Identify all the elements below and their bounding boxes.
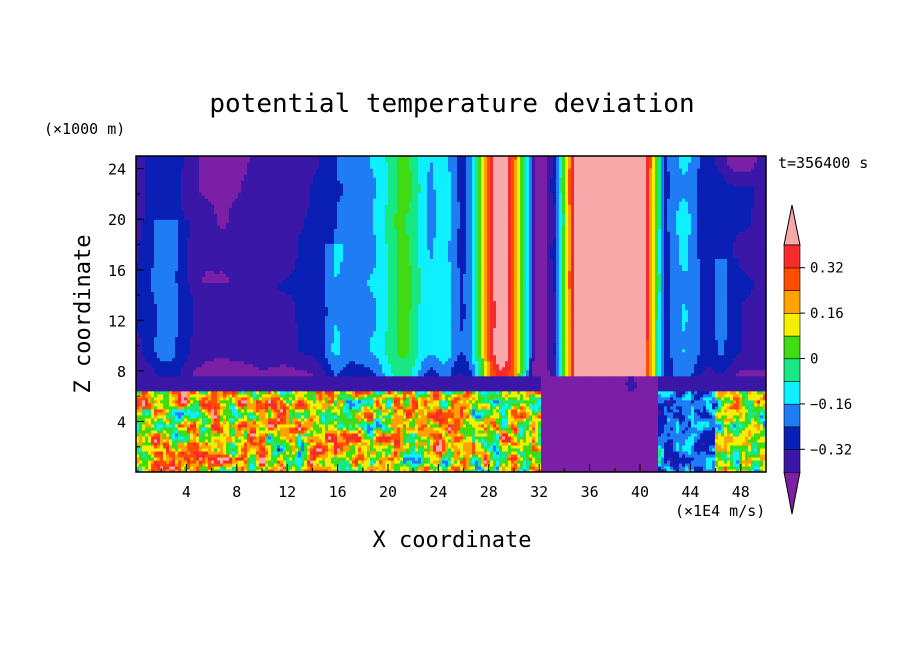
y-tick-label: 16 bbox=[108, 262, 126, 280]
x-tick-label: 8 bbox=[232, 483, 241, 501]
y-tick-label: 12 bbox=[108, 312, 126, 330]
colorbar-tick-label: 0.16 bbox=[810, 306, 844, 322]
colorbar-segment bbox=[783, 426, 801, 450]
y-tick-label: 4 bbox=[117, 413, 126, 431]
chart-title: potential temperature deviation bbox=[209, 89, 694, 119]
colorbar-max-arrow bbox=[783, 204, 801, 246]
plot-frame bbox=[135, 155, 767, 473]
x-unit-label: (×1E4 m/s) bbox=[675, 502, 765, 520]
x-tick-label: 24 bbox=[429, 483, 447, 501]
contour-field bbox=[136, 156, 766, 472]
colorbar-segment bbox=[783, 448, 801, 473]
colorbar-segment bbox=[783, 312, 801, 337]
x-tick-label: 44 bbox=[681, 483, 699, 501]
colorbar-segment bbox=[783, 403, 801, 428]
colorbar-tick-label: −0.16 bbox=[810, 397, 852, 413]
colorbar-tick-label: −0.32 bbox=[810, 442, 852, 458]
colorbar-segment bbox=[783, 380, 801, 405]
y-tick-label: 20 bbox=[108, 211, 126, 229]
y-tick-label: 8 bbox=[117, 363, 126, 381]
colorbar-segment bbox=[783, 290, 801, 314]
y-unit-label: (×1000 m) bbox=[44, 120, 125, 138]
x-tick-label: 32 bbox=[530, 483, 548, 501]
x-tick-label: 48 bbox=[732, 483, 750, 501]
x-tick-label: 40 bbox=[631, 483, 649, 501]
y-tick-label: 24 bbox=[108, 161, 126, 179]
y-axis-label: Z coordinate bbox=[71, 235, 96, 394]
colorbar-segment bbox=[783, 335, 801, 360]
colorbar-min-arrow bbox=[783, 471, 801, 515]
x-tick-label: 4 bbox=[182, 483, 191, 501]
x-axis-label: X coordinate bbox=[373, 528, 532, 553]
time-label: t=356400 s bbox=[778, 154, 868, 172]
colorbar-tick-label: 0 bbox=[810, 352, 818, 368]
colorbar-tick-label: 0.32 bbox=[810, 261, 844, 277]
x-tick-label: 28 bbox=[480, 483, 498, 501]
colorbar-segment bbox=[783, 267, 801, 292]
colorbar-segment bbox=[783, 358, 801, 382]
colorbar: 0.32 0.16 0 −0.16 −0.32 bbox=[783, 204, 852, 515]
x-tick-label: 20 bbox=[379, 483, 397, 501]
x-ticks: 4 8 12 16 20 24 28 32 36 40 44 48 bbox=[160, 464, 750, 501]
x-tick-label: 16 bbox=[329, 483, 347, 501]
colorbar-segment bbox=[783, 244, 801, 269]
x-tick-label: 12 bbox=[278, 483, 296, 501]
y-ticks: 4 8 12 16 20 24 bbox=[108, 161, 144, 448]
x-tick-label: 36 bbox=[581, 483, 599, 501]
